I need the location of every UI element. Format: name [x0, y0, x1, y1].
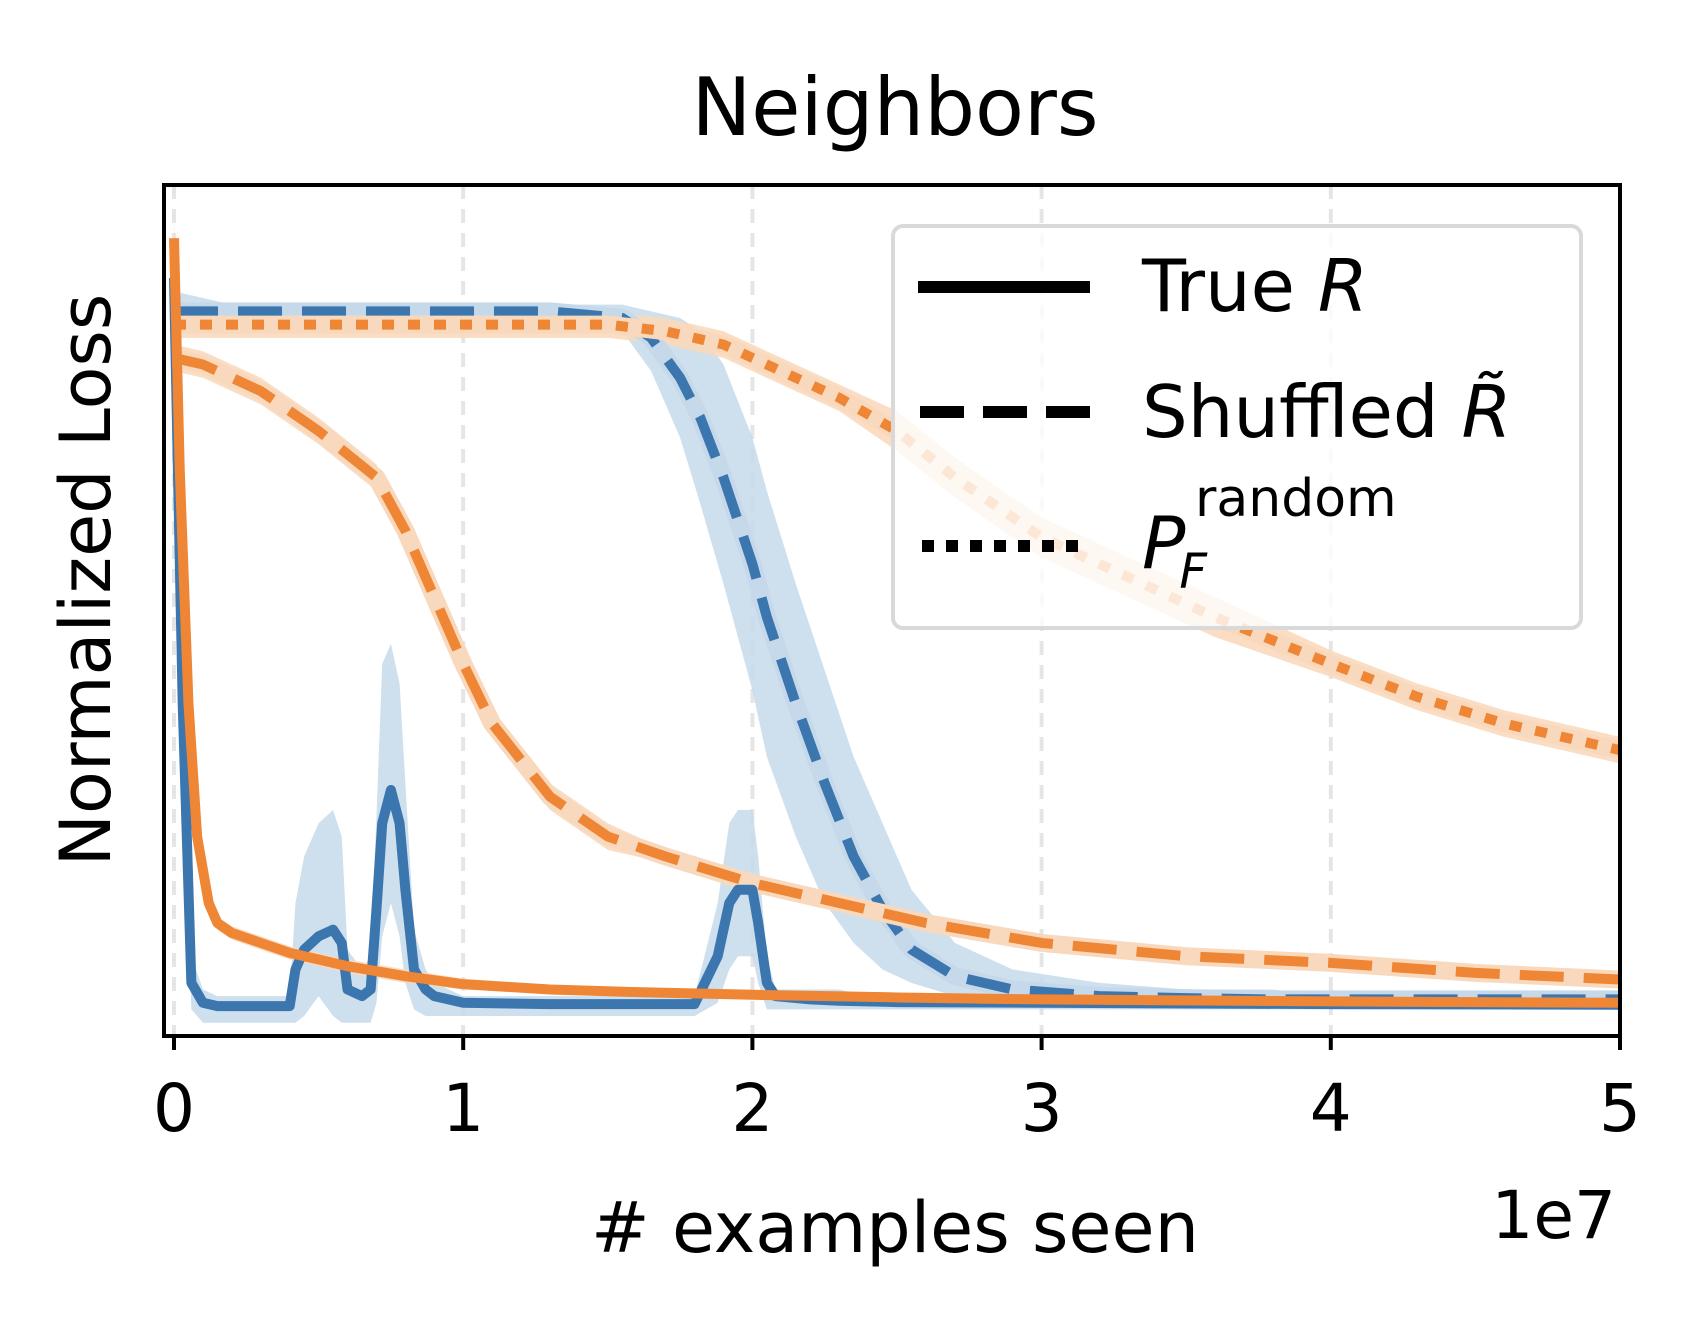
series-band-1 — [174, 291, 1620, 1003]
x-axis-label: # examples seen — [591, 1187, 1199, 1269]
x-tick-label-0: 0 — [153, 1070, 195, 1147]
x-tick-label-3: 3 — [1021, 1070, 1063, 1147]
legend-entry-pf-random-sub: F — [1179, 544, 1208, 600]
legend-entry-pf-random: PFrandom — [1142, 469, 1397, 600]
x-axis-offset-label: 1e7 — [1491, 1177, 1616, 1254]
x-tick-label-5: 5 — [1599, 1070, 1641, 1147]
y-axis-label: Normalized Loss — [45, 294, 127, 867]
series-band-0 — [174, 258, 1620, 1023]
plot-frame — [162, 183, 1622, 1038]
series-line-2 — [169, 238, 1620, 1008]
series-band-4 — [174, 311, 1620, 764]
x-tick-label-2: 2 — [731, 1070, 773, 1147]
legend-entry-pf-random-var: P — [1142, 501, 1186, 585]
legend-frame — [891, 224, 1583, 630]
plot-area: 0 1 2 3 4 5 — [153, 183, 1641, 1147]
legend-entry-shuffled-r-main: Shuffled — [1142, 370, 1461, 454]
legend-entry-true-r: True R — [1141, 244, 1368, 328]
x-tick-label-1: 1 — [442, 1070, 484, 1147]
x-tick-label-4: 4 — [1310, 1070, 1352, 1147]
legend-entry-pf-random-sup: random — [1195, 469, 1397, 529]
legend: True R Shuffled R̃ PFrandom — [891, 224, 1583, 630]
series-line-3 — [172, 352, 1620, 985]
legend-entry-shuffled-r-var: R̃ — [1461, 370, 1511, 454]
legend-entry-true-r-var: R — [1318, 244, 1368, 328]
legend-entry-true-r-main: True — [1141, 244, 1318, 328]
legend-entry-shuffled-r: Shuffled R̃ — [1142, 370, 1512, 454]
chart-title: Neighbors — [691, 61, 1098, 154]
